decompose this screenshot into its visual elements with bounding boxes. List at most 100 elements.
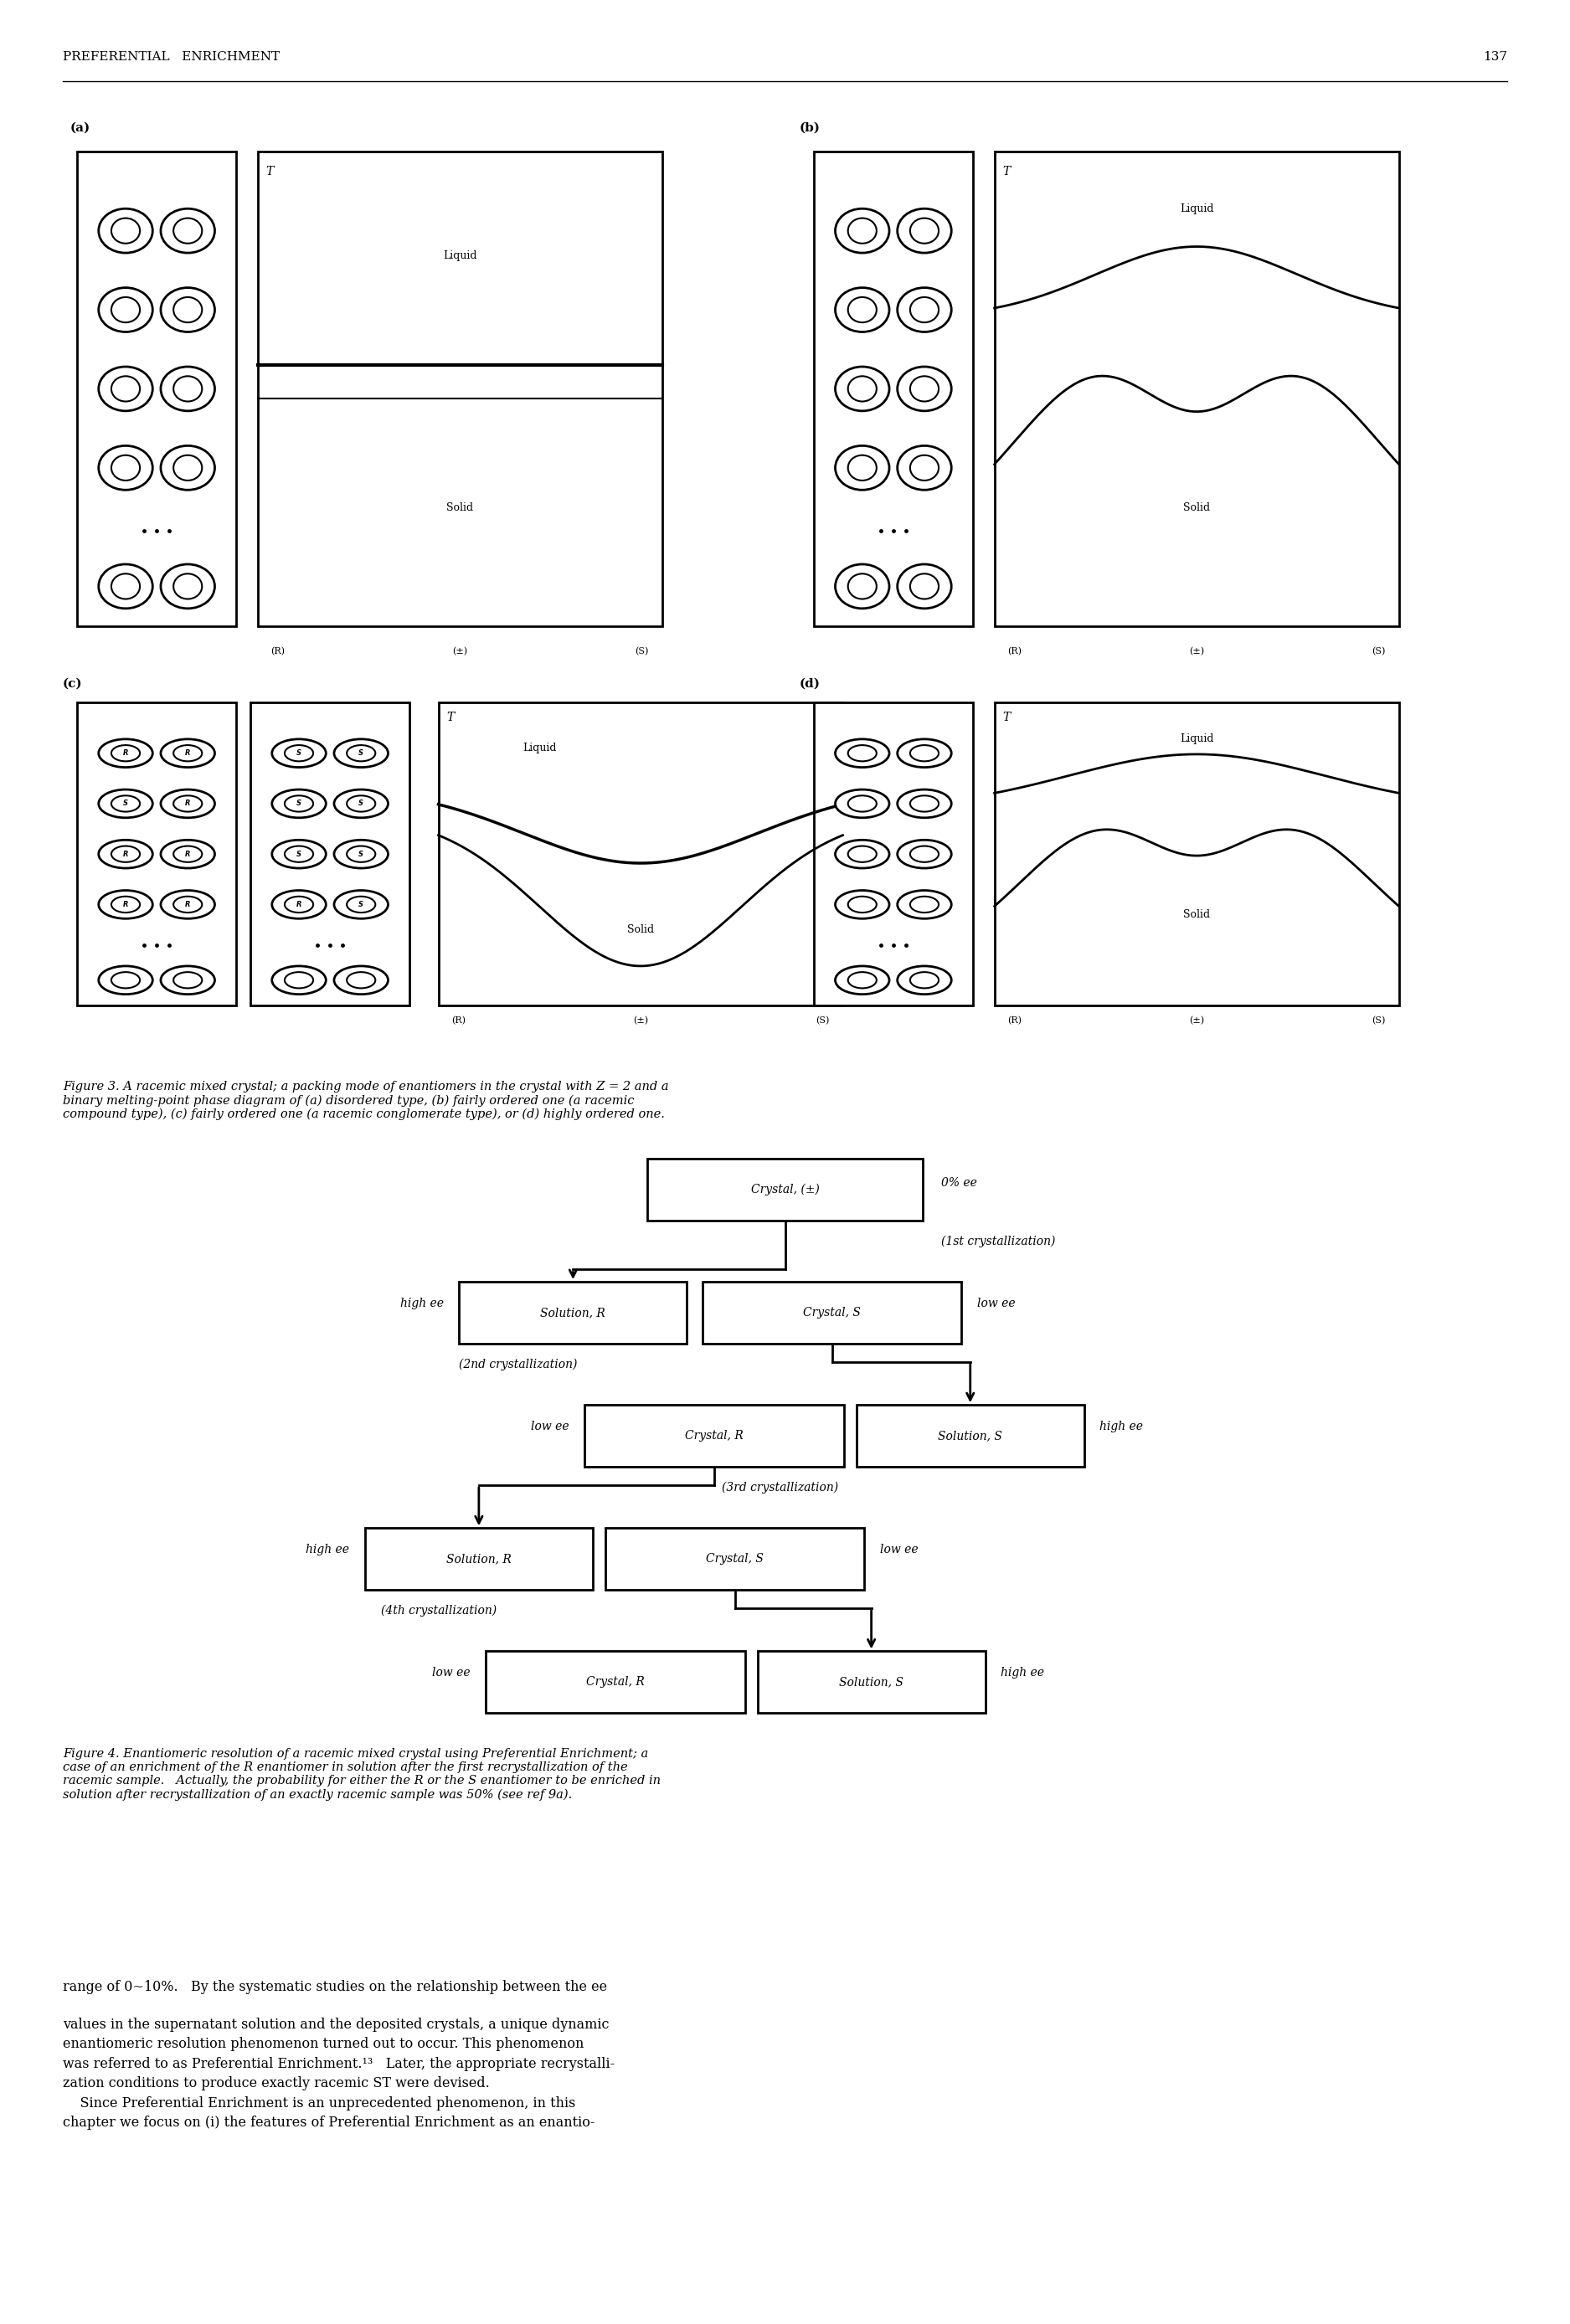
Text: (3rd crystallization): (3rd crystallization)	[722, 1483, 838, 1494]
Text: (1st crystallization): (1st crystallization)	[942, 1236, 1055, 1248]
Text: (d): (d)	[799, 679, 821, 690]
Text: R: R	[185, 902, 190, 909]
Ellipse shape	[284, 846, 314, 862]
Ellipse shape	[173, 297, 203, 323]
Text: (S): (S)	[636, 648, 648, 655]
Ellipse shape	[160, 739, 215, 767]
Text: Solid: Solid	[446, 502, 474, 514]
Ellipse shape	[334, 739, 388, 767]
Text: Solid: Solid	[1184, 502, 1210, 514]
Ellipse shape	[848, 456, 876, 481]
Ellipse shape	[911, 574, 939, 600]
Ellipse shape	[911, 218, 939, 244]
Ellipse shape	[911, 846, 939, 862]
Bar	[994, 702, 1399, 1006]
Text: R: R	[297, 902, 301, 909]
Text: (a): (a)	[71, 123, 91, 135]
Text: (4th crystallization): (4th crystallization)	[382, 1606, 496, 1618]
Bar	[364, 1529, 592, 1590]
Ellipse shape	[898, 367, 951, 411]
Text: (S): (S)	[816, 1016, 829, 1025]
Text: (2nd crystallization): (2nd crystallization)	[460, 1360, 578, 1371]
Text: low ee: low ee	[531, 1420, 570, 1432]
Ellipse shape	[272, 967, 327, 995]
Ellipse shape	[111, 218, 140, 244]
Ellipse shape	[160, 967, 215, 995]
Ellipse shape	[272, 739, 327, 767]
Ellipse shape	[898, 565, 951, 609]
Text: R: R	[122, 851, 129, 858]
Text: (R): (R)	[1008, 648, 1022, 655]
Ellipse shape	[160, 446, 215, 490]
Text: (b): (b)	[799, 123, 821, 135]
Text: high ee: high ee	[1099, 1420, 1143, 1432]
Text: (R): (R)	[452, 1016, 466, 1025]
Ellipse shape	[173, 376, 203, 402]
Ellipse shape	[835, 739, 889, 767]
Ellipse shape	[173, 846, 203, 862]
Text: Solution, S: Solution, S	[939, 1429, 1003, 1441]
Text: low ee: low ee	[432, 1666, 471, 1678]
Ellipse shape	[848, 971, 876, 988]
Ellipse shape	[835, 890, 889, 918]
Text: Figure 4. Enantiomeric resolution of a racemic mixed crystal using Preferential : Figure 4. Enantiomeric resolution of a r…	[63, 1748, 661, 1801]
Ellipse shape	[111, 846, 140, 862]
Bar	[586, 1406, 845, 1466]
Ellipse shape	[848, 897, 876, 913]
Ellipse shape	[848, 795, 876, 811]
Text: PREFERENTIAL   ENRICHMENT: PREFERENTIAL ENRICHMENT	[63, 51, 279, 63]
Ellipse shape	[898, 967, 951, 995]
Text: (S): (S)	[1372, 1016, 1385, 1025]
Ellipse shape	[99, 890, 152, 918]
Ellipse shape	[99, 790, 152, 818]
Text: S: S	[297, 799, 301, 806]
Ellipse shape	[111, 574, 140, 600]
Text: Liquid: Liquid	[1179, 202, 1214, 214]
Text: high ee: high ee	[400, 1297, 444, 1308]
Ellipse shape	[173, 971, 203, 988]
Bar	[487, 1652, 746, 1713]
Text: Crystal, (±): Crystal, (±)	[750, 1183, 820, 1195]
Text: S: S	[297, 851, 301, 858]
Ellipse shape	[835, 839, 889, 869]
Text: R: R	[185, 748, 190, 758]
Text: R: R	[185, 799, 190, 806]
Text: Crystal, R: Crystal, R	[586, 1676, 645, 1687]
Bar	[703, 1283, 961, 1343]
Bar	[813, 151, 973, 625]
Ellipse shape	[848, 218, 876, 244]
Text: (±): (±)	[633, 1016, 648, 1025]
Text: S: S	[358, 799, 364, 806]
Text: T: T	[446, 711, 454, 723]
Ellipse shape	[284, 746, 314, 762]
Ellipse shape	[334, 890, 388, 918]
Ellipse shape	[173, 218, 203, 244]
Ellipse shape	[173, 456, 203, 481]
Bar	[460, 1283, 688, 1343]
Text: Crystal, S: Crystal, S	[706, 1552, 763, 1564]
Ellipse shape	[898, 839, 951, 869]
Ellipse shape	[835, 288, 889, 332]
Ellipse shape	[160, 209, 215, 253]
Ellipse shape	[99, 967, 152, 995]
Ellipse shape	[160, 839, 215, 869]
Bar	[994, 151, 1399, 625]
Ellipse shape	[848, 376, 876, 402]
Ellipse shape	[99, 367, 152, 411]
Text: high ee: high ee	[306, 1543, 349, 1555]
Bar	[606, 1529, 864, 1590]
Bar	[758, 1652, 986, 1713]
Ellipse shape	[347, 897, 375, 913]
Ellipse shape	[334, 790, 388, 818]
Ellipse shape	[898, 790, 951, 818]
Ellipse shape	[334, 967, 388, 995]
Text: (S): (S)	[1372, 648, 1385, 655]
Ellipse shape	[99, 839, 152, 869]
Text: (±): (±)	[1188, 1016, 1204, 1025]
Ellipse shape	[99, 565, 152, 609]
Ellipse shape	[99, 209, 152, 253]
Text: (c): (c)	[63, 679, 83, 690]
Ellipse shape	[898, 890, 951, 918]
Ellipse shape	[347, 795, 375, 811]
Ellipse shape	[160, 288, 215, 332]
